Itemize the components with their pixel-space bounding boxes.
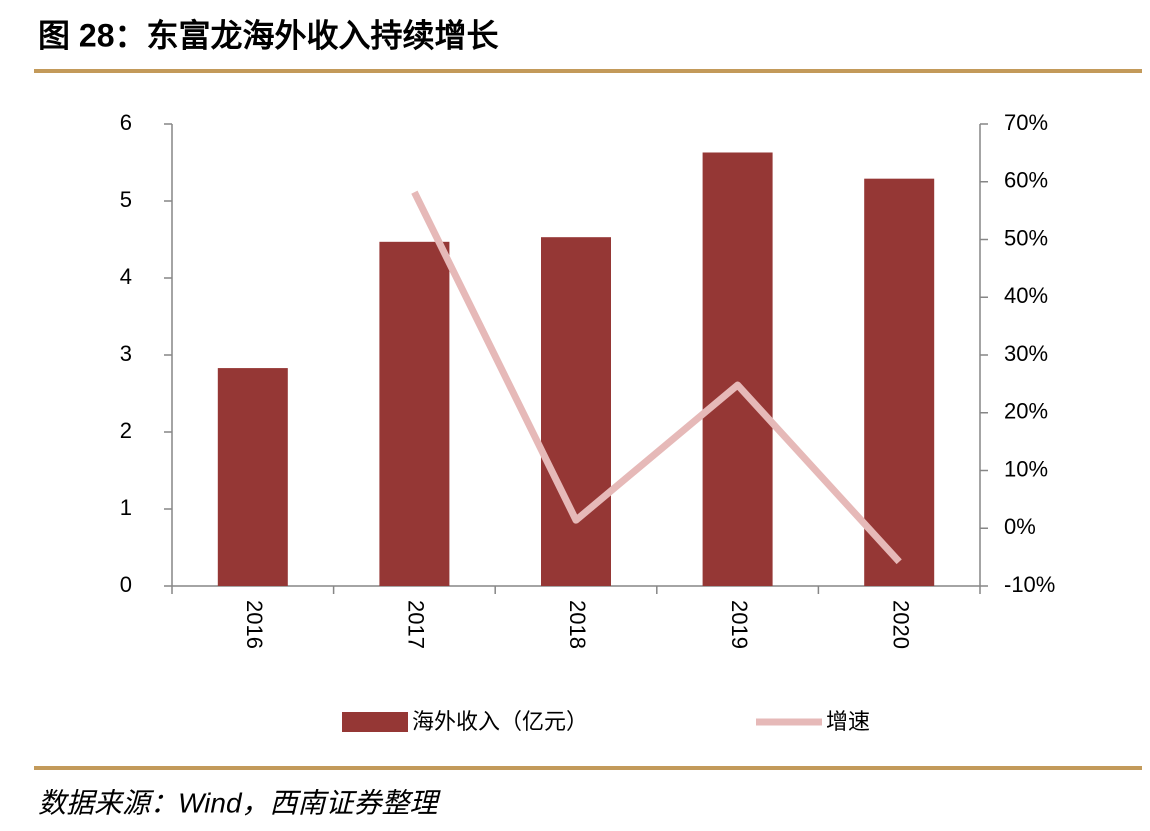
source-note: 数据来源：Wind，西南证券整理 [38,787,442,818]
x-tick-label: 2019 [727,600,752,649]
bar [702,152,773,587]
x-tick-label: 2017 [404,600,429,649]
legend-swatch [342,712,408,732]
y2-tick-label: 30% [1004,341,1048,366]
y-tick-label: 3 [120,341,132,366]
y-tick-label: 6 [120,110,132,135]
legend-label: 增速 [826,709,870,734]
x-tick-label: 2018 [565,600,590,649]
y2-tick-label: 20% [1004,399,1048,424]
y2-tick-label: 0% [1004,514,1036,539]
y-tick-label: 2 [120,418,132,443]
title-rule [34,69,1142,73]
y-tick-label: 0 [120,572,132,597]
bar [541,237,611,586]
bar [864,178,935,587]
y2-tick-label: 40% [1004,283,1048,308]
x-tick-label: 2020 [888,600,913,649]
y2-tick-label: 10% [1004,456,1048,481]
y-tick-label: 1 [120,495,132,520]
bar [217,368,288,586]
y-tick-label: 5 [120,187,132,212]
chart-title: 图 28：东富龙海外收入持续增长 [38,17,499,53]
y-tick-label: 4 [120,264,132,289]
y2-tick-label: -10% [1004,572,1055,597]
y2-tick-label: 70% [1004,110,1048,135]
footer-rule [34,766,1142,770]
y2-tick-label: 50% [1004,225,1048,250]
bar [379,241,450,586]
y2-tick-label: 60% [1004,168,1048,193]
line-series [411,190,902,565]
legend-label: 海外收入（亿元） [412,709,588,734]
x-tick-label: 2016 [242,600,267,649]
